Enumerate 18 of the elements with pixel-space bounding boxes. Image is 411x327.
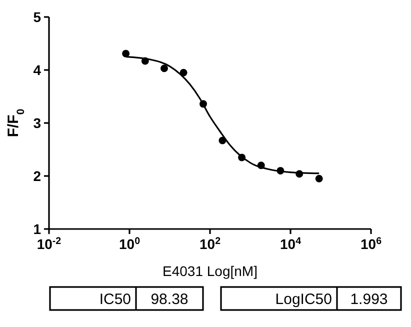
y-tick-label: 3: [33, 114, 42, 131]
x-tick-label: 10$^{6}$: [360, 236, 382, 252]
y-tick-label: 1: [33, 220, 42, 237]
x-tick-label: 10$^{-2}$: [36, 236, 62, 252]
y-tick-label: 5: [33, 8, 42, 25]
y-tick-label: 4: [33, 62, 42, 78]
x-tick-label: 10$^{0}$: [118, 236, 141, 252]
point: [160, 64, 168, 72]
text: 98.38: [150, 291, 188, 308]
x-tick-label: 10$^{2}$: [199, 236, 222, 252]
point: [122, 50, 130, 58]
y-tick-label: 2: [33, 168, 42, 184]
x-axis-title: E4031 Log[nM]: [162, 263, 258, 279]
x-tick-label: 10$^{4}$: [280, 236, 302, 252]
text: IC50: [99, 291, 131, 308]
text: 1.993: [350, 291, 388, 308]
text: LogIC50: [275, 291, 332, 308]
point: [315, 174, 323, 182]
